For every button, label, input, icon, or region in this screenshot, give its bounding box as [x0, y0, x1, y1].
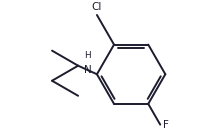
Text: Cl: Cl — [92, 2, 102, 12]
Text: F: F — [163, 120, 169, 130]
Text: N: N — [84, 65, 92, 75]
Text: H: H — [84, 51, 91, 60]
